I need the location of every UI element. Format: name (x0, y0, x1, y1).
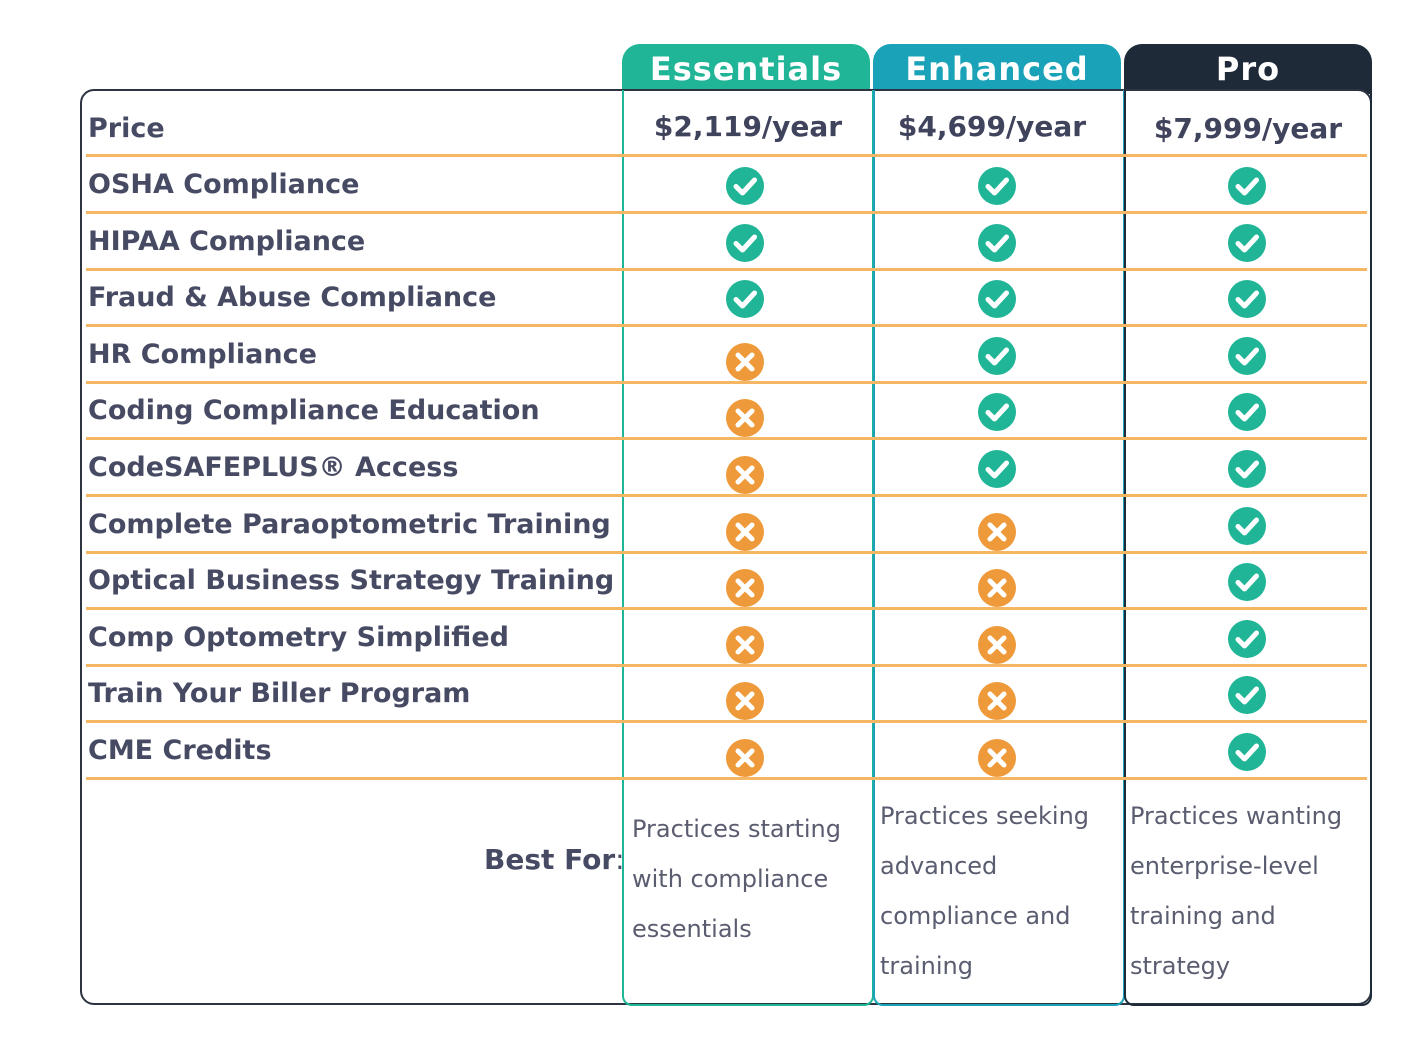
x-circle-icon (725, 398, 765, 438)
row-divider (86, 267, 1367, 271)
row-divider (86, 550, 1367, 554)
check-circle-icon (1227, 279, 1267, 319)
feature-label: Fraud & Abuse Compliance (88, 282, 497, 314)
best-for-essentials: Practices starting with compliance essen… (632, 804, 867, 954)
plan-header-enhanced: Enhanced (873, 44, 1121, 94)
feature-label: Complete Paraoptometric Training (88, 508, 611, 540)
row-divider (86, 720, 1367, 724)
feature-label: Coding Compliance Education (88, 395, 540, 427)
price-label: Price (88, 113, 165, 144)
x-circle-icon (725, 455, 765, 495)
best-for-line: enterprise-level (1130, 852, 1319, 880)
feature-row: HR Compliance (86, 327, 1367, 383)
plan-column-pro (1124, 90, 1372, 1006)
check-circle-icon (1227, 732, 1267, 772)
best-for-line: advanced (880, 852, 998, 880)
check-circle-icon (977, 166, 1017, 206)
best-for-pro: Practices wanting enterprise-level train… (1130, 791, 1365, 991)
feature-row: Train Your Biller Program (86, 666, 1367, 722)
feature-row: Comp Optometry Simplified (86, 610, 1367, 666)
best-for-enhanced: Practices seeking advanced compliance an… (880, 791, 1115, 991)
row-divider (86, 380, 1367, 384)
best-for-line: Practices wanting (1130, 802, 1343, 830)
x-circle-icon (725, 568, 765, 608)
check-circle-icon (977, 279, 1017, 319)
row-divider (86, 437, 1367, 441)
x-circle-icon (977, 738, 1017, 778)
check-circle-icon (1227, 675, 1267, 715)
feature-row: Coding Compliance Education (86, 383, 1367, 439)
check-circle-icon (1227, 223, 1267, 263)
check-circle-icon (1227, 166, 1267, 206)
plan-header-pro: Pro (1124, 44, 1372, 94)
check-circle-icon (1227, 562, 1267, 602)
row-divider (86, 607, 1367, 611)
check-circle-icon (1227, 619, 1267, 659)
check-circle-icon (977, 449, 1017, 489)
price-essentials: $2,119/year (653, 110, 843, 143)
x-circle-icon (977, 625, 1017, 665)
price-pro: $7,999/year (1153, 112, 1343, 145)
x-circle-icon (725, 342, 765, 382)
best-for-line: with compliance (632, 865, 829, 893)
feature-row: Fraud & Abuse Compliance (86, 270, 1367, 326)
best-for-line: Practices seeking (880, 802, 1090, 830)
x-circle-icon (725, 738, 765, 778)
x-circle-icon (977, 681, 1017, 721)
check-circle-icon (725, 223, 765, 263)
feature-label: HR Compliance (88, 338, 317, 370)
comparison-table (80, 89, 1372, 1005)
best-for-line: essentials (632, 915, 752, 943)
best-for-line: Practices starting (632, 815, 842, 843)
feature-label: HIPAA Compliance (88, 225, 366, 257)
row-divider (86, 324, 1367, 328)
feature-label: OSHA Compliance (88, 169, 360, 200)
best-for-line: training and (1130, 902, 1276, 930)
feature-row: CME Credits (86, 723, 1367, 779)
check-circle-icon (725, 166, 765, 206)
feature-label: CodeSAFEPLUS® Access (88, 452, 459, 483)
check-circle-icon (977, 392, 1017, 432)
feature-label: CME Credits (88, 735, 272, 766)
row-divider (86, 154, 1367, 157)
x-circle-icon (977, 512, 1017, 552)
feature-label: Optical Business Strategy Training (88, 565, 615, 597)
check-circle-icon (1227, 392, 1267, 432)
feature-label: Comp Optometry Simplified (88, 621, 509, 653)
x-circle-icon (725, 625, 765, 665)
row-divider (86, 777, 1367, 780)
price-enhanced: $4,699/year (897, 110, 1087, 143)
feature-row: CodeSAFEPLUS® Access (86, 440, 1367, 496)
best-for-line: strategy (1130, 952, 1231, 980)
feature-row: Complete Paraoptometric Training (86, 497, 1367, 553)
feature-label: Train Your Biller Program (88, 678, 471, 710)
row-divider (86, 663, 1367, 667)
plan-header-essentials: Essentials (622, 44, 870, 94)
check-circle-icon (1227, 506, 1267, 546)
check-circle-icon (725, 279, 765, 319)
price-row: Price (86, 99, 1367, 155)
feature-row: HIPAA Compliance (86, 214, 1367, 270)
x-circle-icon (977, 568, 1017, 608)
best-for-label: Best For: (484, 843, 625, 876)
row-divider (86, 494, 1367, 497)
row-divider (86, 211, 1367, 214)
check-circle-icon (1227, 336, 1267, 376)
check-circle-icon (977, 223, 1017, 263)
best-for-line: compliance and (880, 902, 1071, 930)
check-circle-icon (1227, 449, 1267, 489)
check-circle-icon (977, 336, 1017, 376)
feature-row: Optical Business Strategy Training (86, 553, 1367, 609)
x-circle-icon (725, 681, 765, 721)
x-circle-icon (725, 512, 765, 552)
feature-row: OSHA Compliance (86, 157, 1367, 213)
best-for-line: training (880, 952, 973, 980)
